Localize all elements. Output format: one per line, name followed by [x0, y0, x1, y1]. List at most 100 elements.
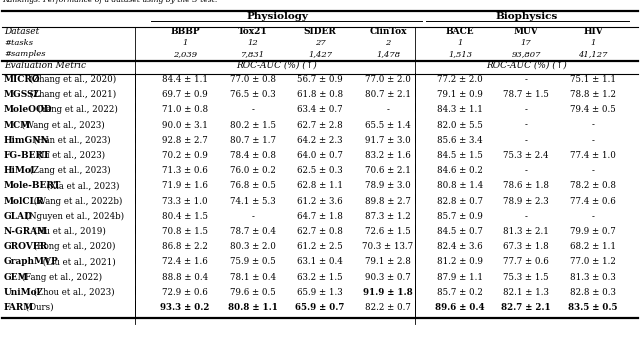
Text: 84.3 ± 1.1: 84.3 ± 1.1 — [437, 105, 483, 115]
Text: 62.7 ± 0.8: 62.7 ± 0.8 — [297, 227, 343, 236]
Text: -: - — [387, 105, 390, 115]
Text: 77.7 ± 0.6: 77.7 ± 0.6 — [503, 258, 549, 266]
Text: GROVER: GROVER — [4, 242, 48, 251]
Text: HimGNN: HimGNN — [4, 136, 50, 145]
Text: 83.5 ± 0.5: 83.5 ± 0.5 — [568, 303, 618, 312]
Text: -: - — [591, 212, 595, 221]
Text: 79.1 ± 2.8: 79.1 ± 2.8 — [365, 258, 411, 266]
Text: MICRO: MICRO — [4, 75, 40, 84]
Text: -: - — [591, 121, 595, 130]
Text: -: - — [252, 105, 255, 115]
Text: 90.3 ± 0.7: 90.3 ± 0.7 — [365, 273, 411, 281]
Text: MoleOOD: MoleOOD — [4, 105, 52, 115]
Text: 78.1 ± 0.4: 78.1 ± 0.4 — [230, 273, 276, 281]
Text: (Yang et al., 2022): (Yang et al., 2022) — [35, 105, 118, 115]
Text: 93,807: 93,807 — [511, 50, 541, 58]
Text: 65.5 ± 1.4: 65.5 ± 1.4 — [365, 121, 411, 130]
Text: BBBP: BBBP — [170, 27, 200, 36]
Text: 70.2 ± 0.9: 70.2 ± 0.9 — [162, 151, 208, 160]
Text: 80.8 ± 1.1: 80.8 ± 1.1 — [228, 303, 278, 312]
Text: (Zhang et al., 2020): (Zhang et al., 2020) — [27, 75, 116, 84]
Text: 68.2 ± 1.1: 68.2 ± 1.1 — [570, 242, 616, 251]
Text: HiMol: HiMol — [4, 166, 35, 175]
Text: -: - — [591, 166, 595, 175]
Text: 81.2 ± 0.9: 81.2 ± 0.9 — [437, 258, 483, 266]
Text: 78.7 ± 0.4: 78.7 ± 0.4 — [230, 227, 276, 236]
Text: 82.0 ± 5.5: 82.0 ± 5.5 — [437, 121, 483, 130]
Text: HIV: HIV — [583, 27, 603, 36]
Text: 71.9 ± 1.6: 71.9 ± 1.6 — [162, 181, 208, 190]
Text: 85.6 ± 3.4: 85.6 ± 3.4 — [437, 136, 483, 145]
Text: 56.7 ± 0.9: 56.7 ± 0.9 — [297, 75, 343, 84]
Text: 62.5 ± 0.3: 62.5 ± 0.3 — [297, 166, 343, 175]
Text: 78.9 ± 3.0: 78.9 ± 3.0 — [365, 181, 411, 190]
Text: 64.2 ± 2.3: 64.2 ± 2.3 — [297, 136, 343, 145]
Text: GraphMVP: GraphMVP — [4, 258, 59, 266]
Text: (Rong et al., 2020): (Rong et al., 2020) — [31, 242, 116, 251]
Text: Dataset: Dataset — [4, 27, 39, 36]
Text: ROC-AUC (%) (↑): ROC-AUC (%) (↑) — [486, 61, 567, 70]
Text: -: - — [525, 212, 527, 221]
Text: 85.7 ± 0.2: 85.7 ± 0.2 — [437, 288, 483, 297]
Text: 80.8 ± 1.4: 80.8 ± 1.4 — [437, 181, 483, 190]
Text: 76.5 ± 0.3: 76.5 ± 0.3 — [230, 90, 276, 99]
Text: -: - — [252, 212, 255, 221]
Text: #tasks: #tasks — [4, 39, 33, 47]
Text: 81.3 ± 2.1: 81.3 ± 2.1 — [503, 227, 549, 236]
Text: -: - — [525, 166, 527, 175]
Text: ROC-AUC (%) (↑): ROC-AUC (%) (↑) — [237, 61, 317, 70]
Text: 80.3 ± 2.0: 80.3 ± 2.0 — [230, 242, 276, 251]
Text: 62.7 ± 2.8: 62.7 ± 2.8 — [297, 121, 343, 130]
Text: 77.4 ± 1.0: 77.4 ± 1.0 — [570, 151, 616, 160]
Text: Mole-BERT: Mole-BERT — [4, 181, 61, 190]
Text: 86.8 ± 2.2: 86.8 ± 2.2 — [162, 242, 208, 251]
Text: 85.7 ± 0.9: 85.7 ± 0.9 — [437, 212, 483, 221]
Text: 61.2 ± 3.6: 61.2 ± 3.6 — [297, 197, 343, 206]
Text: MCM: MCM — [4, 121, 31, 130]
Text: 69.7 ± 0.9: 69.7 ± 0.9 — [162, 90, 208, 99]
Text: 2: 2 — [385, 39, 390, 47]
Text: 72.4 ± 1.6: 72.4 ± 1.6 — [162, 258, 208, 266]
Text: 80.7 ± 1.7: 80.7 ± 1.7 — [230, 136, 276, 145]
Text: 64.0 ± 0.7: 64.0 ± 0.7 — [297, 151, 343, 160]
Text: -: - — [525, 121, 527, 130]
Text: 93.3 ± 0.2: 93.3 ± 0.2 — [161, 303, 210, 312]
Text: 76.8 ± 0.5: 76.8 ± 0.5 — [230, 181, 276, 190]
Text: 75.3 ± 2.4: 75.3 ± 2.4 — [503, 151, 548, 160]
Text: SIDER: SIDER — [303, 27, 337, 36]
Text: 78.8 ± 1.2: 78.8 ± 1.2 — [570, 90, 616, 99]
Text: 78.9 ± 2.3: 78.9 ± 2.3 — [503, 197, 549, 206]
Text: -: - — [525, 105, 527, 115]
Text: FG-BERT: FG-BERT — [4, 151, 51, 160]
Text: 75.9 ± 0.5: 75.9 ± 0.5 — [230, 258, 276, 266]
Text: 91.9 ± 1.8: 91.9 ± 1.8 — [363, 288, 413, 297]
Text: 72.6 ± 1.5: 72.6 ± 1.5 — [365, 227, 411, 236]
Text: 71.0 ± 0.8: 71.0 ± 0.8 — [162, 105, 208, 115]
Text: 91.7 ± 3.0: 91.7 ± 3.0 — [365, 136, 411, 145]
Text: 79.6 ± 0.5: 79.6 ± 0.5 — [230, 288, 276, 297]
Text: 1,427: 1,427 — [308, 50, 332, 58]
Text: 61.8 ± 0.8: 61.8 ± 0.8 — [297, 90, 343, 99]
Text: 61.2 ± 2.5: 61.2 ± 2.5 — [297, 242, 343, 251]
Text: (Li et al., 2023): (Li et al., 2023) — [35, 151, 106, 160]
Text: 1,513: 1,513 — [448, 50, 472, 58]
Text: 27: 27 — [315, 39, 325, 47]
Text: -: - — [525, 136, 527, 145]
Text: 78.6 ± 1.8: 78.6 ± 1.8 — [503, 181, 549, 190]
Text: 70.6 ± 2.1: 70.6 ± 2.1 — [365, 166, 411, 175]
Text: 77.0 ± 2.0: 77.0 ± 2.0 — [365, 75, 411, 84]
Text: 81.3 ± 0.3: 81.3 ± 0.3 — [570, 273, 616, 281]
Text: 89.6 ± 0.4: 89.6 ± 0.4 — [435, 303, 485, 312]
Text: Tox21: Tox21 — [238, 27, 268, 36]
Text: (Ours): (Ours) — [23, 303, 53, 312]
Text: 80.2 ± 1.5: 80.2 ± 1.5 — [230, 121, 276, 130]
Text: 92.8 ± 2.7: 92.8 ± 2.7 — [162, 136, 208, 145]
Text: 78.2 ± 0.8: 78.2 ± 0.8 — [570, 181, 616, 190]
Text: 79.9 ± 0.7: 79.9 ± 0.7 — [570, 227, 616, 236]
Text: (Han et al., 2023): (Han et al., 2023) — [31, 136, 111, 145]
Text: MolCLR: MolCLR — [4, 197, 44, 206]
Text: 84.5 ± 0.7: 84.5 ± 0.7 — [437, 227, 483, 236]
Text: 79.4 ± 0.5: 79.4 ± 0.5 — [570, 105, 616, 115]
Text: 87.3 ± 1.2: 87.3 ± 1.2 — [365, 212, 411, 221]
Text: BACE: BACE — [445, 27, 474, 36]
